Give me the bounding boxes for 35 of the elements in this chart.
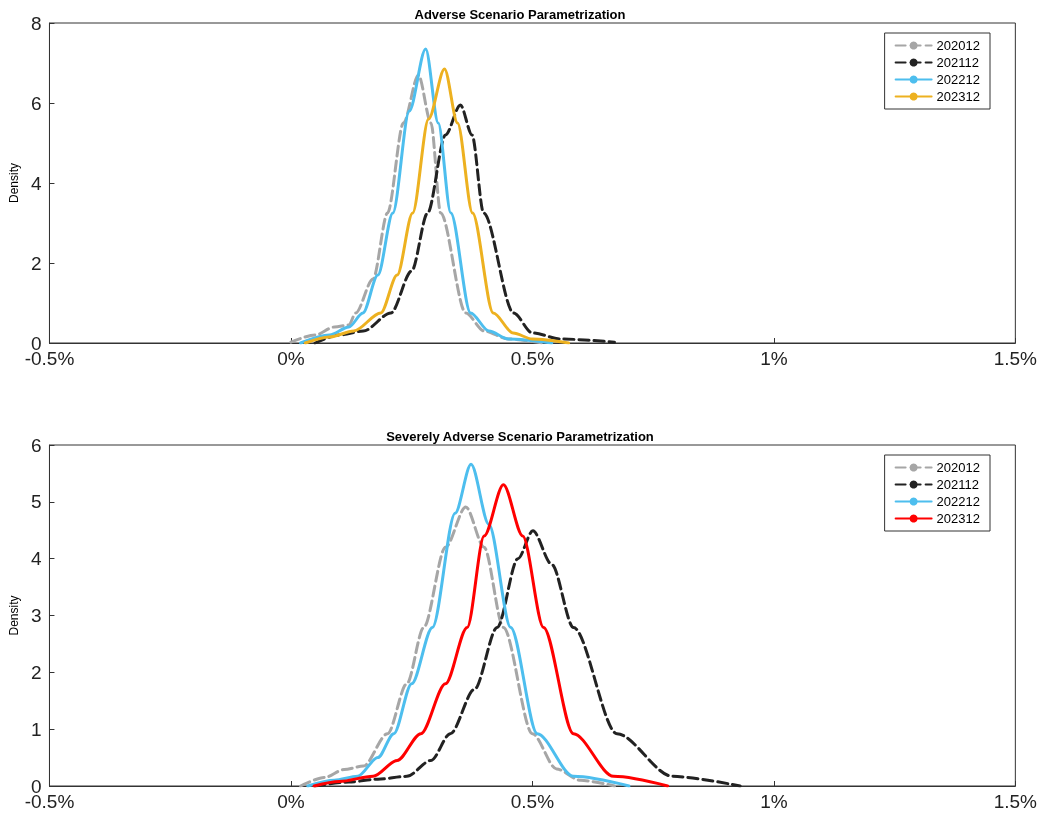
y-tick-label: 3: [30, 605, 42, 626]
y-tick-label: 2: [30, 661, 42, 683]
y-tick-label: 8: [30, 12, 42, 34]
x-tick-label: 1%: [760, 348, 788, 369]
y-axis-title: Density: [7, 595, 21, 636]
chart-title: Adverse Scenario Parametrization: [414, 7, 626, 22]
legend-label: 202112: [936, 55, 980, 70]
legend-label: 202112: [936, 477, 980, 492]
y-tick-label: 6: [30, 92, 42, 114]
y-tick-label: 4: [30, 172, 42, 194]
line-series: [312, 483, 670, 788]
legend-label: 202212: [936, 72, 981, 87]
y-tick-label: 4: [30, 548, 42, 570]
y-tick-label: 5: [30, 491, 42, 513]
line-series: [306, 462, 631, 788]
x-tick-label: 0.5%: [510, 348, 555, 369]
x-tick-label: 0%: [277, 791, 305, 812]
line-series: [289, 73, 544, 345]
x-tick-label: 0.5%: [510, 791, 555, 812]
x-tick-label: 1%: [760, 791, 788, 812]
x-tick-label: 1.5%: [993, 348, 1038, 369]
legend-label: 202312: [936, 89, 981, 104]
y-tick-label: 2: [30, 252, 42, 274]
line-series: [299, 505, 617, 788]
legend-label: 202312: [936, 511, 981, 526]
chart-title: Severely Adverse Scenario Parametrization: [386, 429, 654, 444]
legend-label: 202212: [936, 494, 981, 509]
x-tick-label: 0%: [277, 348, 305, 369]
legend-label: 202012: [936, 38, 981, 53]
y-tick-label: 6: [30, 434, 42, 456]
line-series: [313, 103, 617, 345]
x-tick-label: 1.5%: [993, 791, 1038, 812]
y-axis-title: Density: [7, 162, 21, 204]
y-tick-label: 1: [30, 718, 42, 740]
legend-label: 202012: [936, 460, 981, 475]
